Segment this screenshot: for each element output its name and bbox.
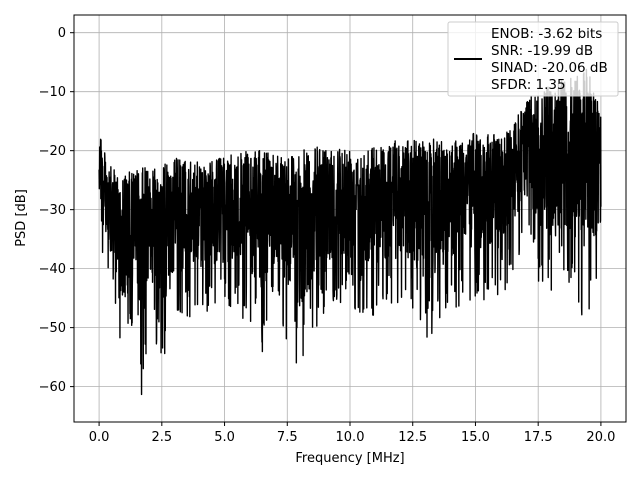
psd-series <box>98 68 602 396</box>
x-tick-label: 15.0 <box>461 430 490 445</box>
y-tick-label: −60 <box>39 380 66 395</box>
y-axis-ticks: 0 −10 −20 −30 −40 −50 −60 <box>39 26 74 395</box>
legend-snr: SNR: -19.99 dB <box>491 43 593 59</box>
x-tick-label: 12.5 <box>398 430 427 445</box>
y-tick-label: −30 <box>39 203 66 218</box>
x-tick-label: 0.0 <box>89 430 110 445</box>
x-tick-label: 10.0 <box>336 430 365 445</box>
psd-line <box>98 68 602 396</box>
x-axis-label: Frequency [MHz] <box>295 451 404 466</box>
x-tick-label: 5.0 <box>214 430 235 445</box>
legend: ENOB: -3.62 bits SNR: -19.99 dB SINAD: -… <box>447 21 619 97</box>
y-tick-label: −40 <box>39 262 66 277</box>
y-tick-label: −20 <box>39 144 66 159</box>
x-axis-ticks: 0.0 2.5 5.0 7.5 10.0 12.5 15.0 17.5 20.0 <box>89 422 615 445</box>
y-tick-label: −10 <box>39 85 66 100</box>
x-tick-label: 7.5 <box>277 430 298 445</box>
y-tick-label: −50 <box>39 321 66 336</box>
legend-box <box>447 21 619 97</box>
y-tick-label: 0 <box>58 26 66 41</box>
legend-enob: ENOB: -3.62 bits <box>491 26 602 42</box>
x-tick-label: 2.5 <box>151 430 172 445</box>
x-tick-label: 17.5 <box>524 430 553 445</box>
legend-sfdr: SFDR: 1.35 <box>491 77 566 93</box>
x-tick-label: 20.0 <box>586 430 615 445</box>
y-axis-label: PSD [dB] <box>14 189 29 247</box>
legend-sinad: SINAD: -20.06 dB <box>491 60 608 76</box>
